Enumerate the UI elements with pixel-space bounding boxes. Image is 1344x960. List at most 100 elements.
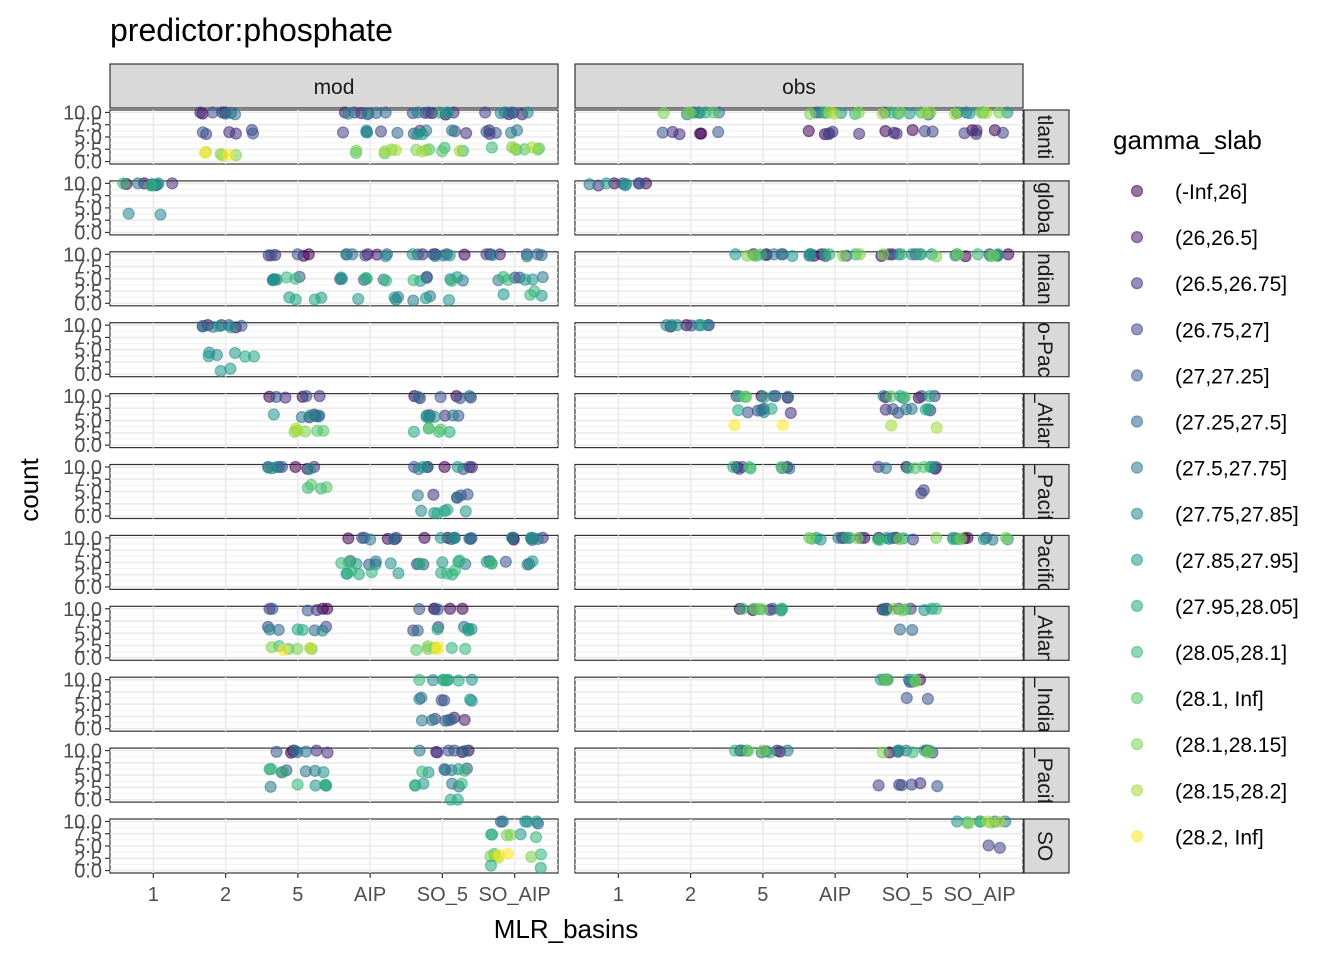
row-strip-label: _Pacif — [1033, 745, 1056, 805]
data-point — [895, 779, 908, 792]
legend-key — [1130, 369, 1144, 382]
x-tick-label: 5 — [292, 884, 303, 906]
panel-obs-N_Atlantic — [574, 389, 1024, 449]
data-point — [266, 602, 279, 615]
data-point — [265, 762, 278, 776]
data-point — [872, 779, 885, 792]
data-point — [419, 292, 433, 305]
data-point — [448, 531, 461, 544]
data-point — [441, 503, 454, 516]
data-point — [435, 694, 448, 707]
data-point — [823, 106, 836, 119]
data-point — [893, 623, 907, 636]
y-tick-label: 7.5 — [74, 257, 102, 279]
data-point — [301, 604, 314, 617]
data-point — [224, 362, 237, 375]
panel-obs-Indo-Pacific — [574, 319, 1024, 378]
data-point — [305, 478, 318, 491]
y-tick-label: 7.5 — [74, 611, 102, 633]
data-point — [786, 249, 799, 263]
data-point — [765, 402, 778, 415]
panel-obs-S_Indian — [574, 673, 1024, 732]
data-point — [682, 106, 695, 119]
data-point — [289, 460, 302, 474]
y-tick-label: 7.5 — [74, 398, 102, 420]
row-strip-label: globa — [1033, 182, 1056, 234]
data-point — [316, 624, 329, 637]
data-point — [918, 125, 931, 138]
x-tick-label: 1 — [613, 884, 624, 906]
x-axis-title: MLR_basins — [494, 914, 639, 944]
data-point — [413, 673, 426, 687]
data-point — [536, 270, 549, 284]
panel-obs-Indian — [574, 248, 1024, 307]
y-tick-label: 5.0 — [74, 552, 102, 574]
data-point — [620, 177, 633, 191]
data-point — [317, 766, 330, 779]
data-point — [413, 744, 426, 757]
data-point — [748, 602, 761, 615]
row-strip-label: _Atlan — [1033, 603, 1056, 664]
data-point — [434, 531, 447, 544]
data-point — [906, 123, 919, 137]
data-point — [410, 643, 423, 657]
row-strip-label: o-Pac — [1033, 322, 1056, 377]
data-point — [291, 623, 304, 636]
legend-key — [1130, 231, 1144, 244]
data-point — [213, 320, 226, 333]
row-strip-Atlantic — [1023, 109, 1070, 165]
data-point — [963, 107, 976, 120]
data-point — [894, 106, 907, 119]
data-point — [884, 390, 898, 403]
data-point — [418, 531, 431, 544]
data-point — [707, 106, 720, 119]
y-tick-label: 2.5 — [74, 706, 102, 728]
data-point — [712, 125, 725, 139]
data-point — [885, 419, 898, 432]
data-point — [387, 532, 400, 546]
legend-key — [1130, 184, 1144, 198]
data-point — [345, 564, 358, 577]
data-point — [291, 642, 304, 656]
data-point — [388, 291, 401, 304]
y-tick-label: 10.0 — [63, 315, 102, 337]
legend-label: (27.75,27.85] — [1175, 504, 1299, 527]
data-point — [729, 248, 742, 261]
data-point — [465, 694, 478, 707]
data-point — [514, 828, 527, 841]
data-point — [319, 778, 332, 791]
data-point — [452, 674, 465, 687]
data-point — [365, 566, 378, 579]
row-strip-N_Pacific — [1023, 463, 1070, 520]
data-point — [412, 390, 425, 403]
data-point — [416, 460, 429, 474]
y-tick-label: 5.0 — [74, 198, 102, 220]
data-point — [304, 642, 317, 655]
data-point — [921, 692, 934, 705]
data-point — [267, 408, 280, 421]
data-point — [321, 746, 334, 759]
data-point — [970, 127, 983, 141]
data-point — [505, 531, 519, 544]
data-point — [202, 350, 215, 363]
y-tick-label: 2.5 — [74, 565, 102, 587]
y-tick-label: 2.5 — [74, 494, 102, 516]
data-point — [455, 777, 468, 790]
data-point — [914, 248, 928, 261]
data-point — [993, 841, 1006, 854]
data-point — [906, 623, 919, 637]
data-point — [840, 531, 854, 544]
legend-label: (28.1, Inf] — [1175, 688, 1264, 711]
data-point — [122, 207, 135, 220]
data-point — [886, 403, 900, 416]
y-tick-label: 7.5 — [74, 186, 102, 208]
data-point — [459, 642, 472, 655]
legend-key — [1130, 277, 1144, 290]
legend-label: (26,26.5] — [1175, 227, 1258, 250]
data-point — [873, 533, 886, 547]
data-point — [342, 532, 355, 545]
data-point — [485, 141, 498, 154]
data-point — [993, 815, 1006, 828]
x-tick-label: AIP — [819, 884, 851, 906]
data-point — [499, 555, 512, 568]
